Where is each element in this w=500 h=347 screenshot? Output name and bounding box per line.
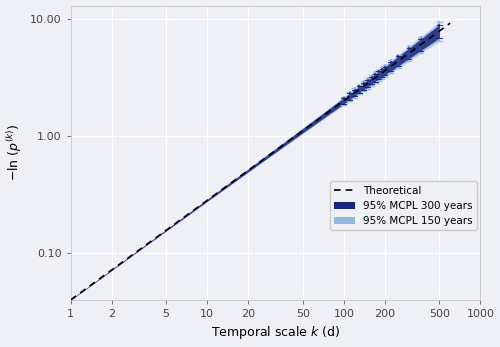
X-axis label: Temporal scale $k$ (d): Temporal scale $k$ (d) bbox=[211, 324, 340, 341]
Legend: Theoretical, 95% MCPL 300 years, 95% MCPL 150 years: Theoretical, 95% MCPL 300 years, 95% MCP… bbox=[330, 181, 477, 230]
Y-axis label: $-\ln\,(p^{(k)})$: $-\ln\,(p^{(k)})$ bbox=[6, 124, 25, 181]
